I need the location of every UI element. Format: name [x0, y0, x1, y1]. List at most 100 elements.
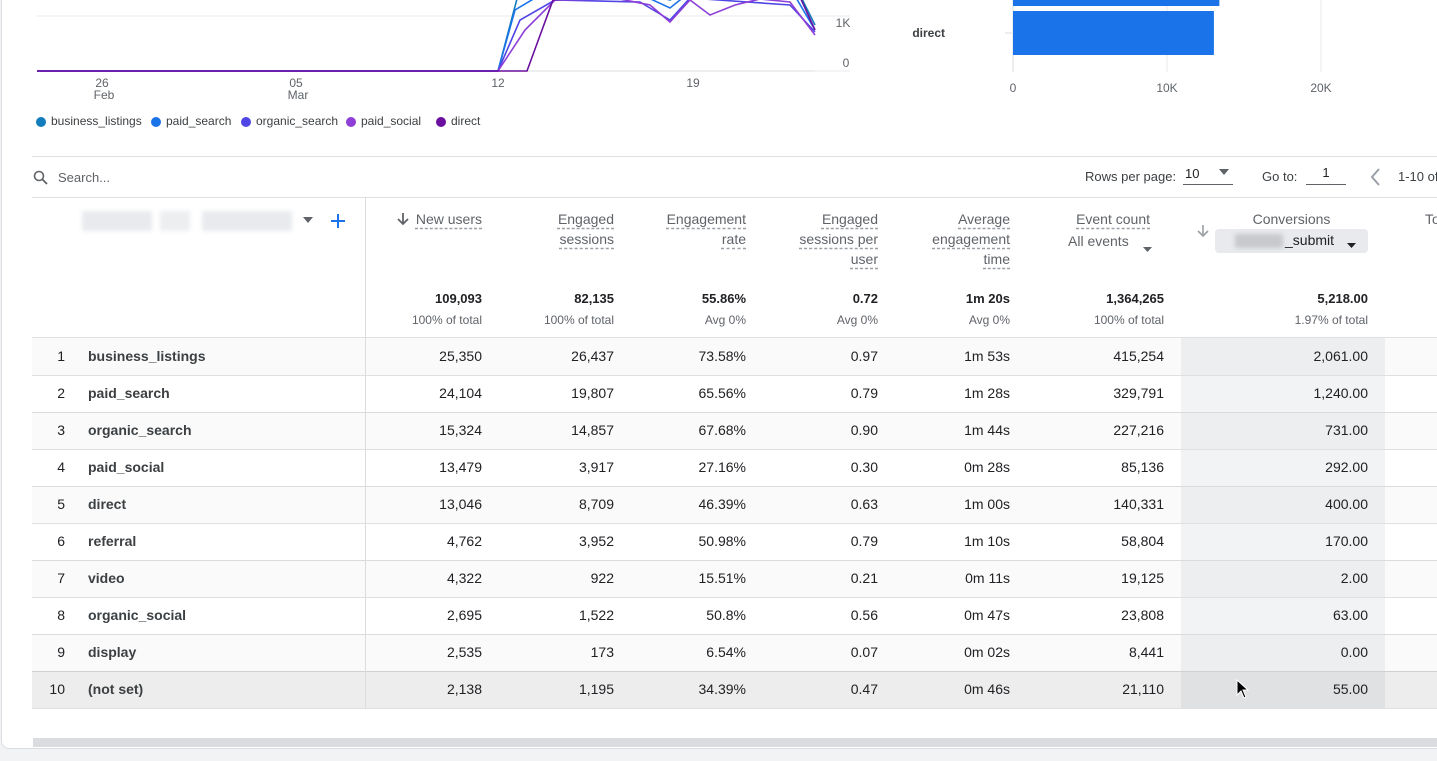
- legend-label: paid_social: [361, 114, 422, 128]
- metric-cell: 0.90: [850, 422, 878, 438]
- line: [37, 0, 816, 72]
- add-dimension[interactable]: [330, 213, 346, 229]
- column-header: Conversions: [1252, 211, 1331, 227]
- metric-cell: 8,441: [1128, 644, 1164, 660]
- metric-cell: 1,195: [578, 681, 614, 697]
- blurred-dimension: [82, 211, 152, 231]
- table-row[interactable]: [32, 338, 1437, 376]
- legend-label: business_listings: [51, 114, 142, 128]
- metric-cell: 4,762: [446, 533, 482, 549]
- metric-cell: 67.68%: [698, 422, 746, 438]
- rows-per-page-label: Rows per page:: [1085, 169, 1177, 184]
- go-to-input[interactable]: 1: [1306, 165, 1346, 185]
- metric-cell: 85,136: [1121, 459, 1164, 475]
- metric-cell: 0.97: [850, 348, 878, 364]
- metric-cell: 0.47: [850, 681, 878, 697]
- row-index: 1: [57, 348, 65, 364]
- table-row[interactable]: [32, 523, 1437, 561]
- go-to-label: Go to:: [1262, 169, 1298, 184]
- metric-cell: 0.56: [850, 607, 878, 623]
- table-row[interactable]: [32, 560, 1437, 598]
- metric-cell: 1m 00s: [964, 496, 1010, 512]
- table-row[interactable]: [32, 375, 1437, 413]
- dimension-dropdown[interactable]: [303, 217, 313, 223]
- metric-cell: 292.00: [1325, 459, 1368, 475]
- dropdown-icon: [1219, 169, 1229, 175]
- metric-cell: 4,322: [446, 570, 482, 586]
- metric-cell: 46.39%: [698, 496, 746, 512]
- total-value: 1,364,265: [1106, 291, 1164, 306]
- column-header[interactable]: Average engagement time: [920, 209, 1010, 269]
- column-header[interactable]: New users: [372, 209, 482, 229]
- x-tick-label: 26: [95, 76, 109, 90]
- line: [37, 0, 816, 72]
- total-note: Avg 0%: [704, 313, 746, 327]
- metric-cell: 415,254: [1113, 348, 1164, 364]
- line: [37, 0, 816, 72]
- row-dimension: organic_search: [88, 422, 192, 438]
- row-index: 10: [49, 681, 65, 697]
- row-index: 4: [57, 459, 65, 475]
- prev-page[interactable]: [1370, 168, 1382, 186]
- total-value: 1m 20s: [965, 291, 1010, 306]
- x-tick-label: 19: [686, 76, 700, 90]
- metric-cell: 2,138: [446, 681, 482, 697]
- metric-cell: 6.54%: [706, 644, 746, 660]
- row-index: 8: [57, 607, 65, 623]
- metric-cell: 1,522: [578, 607, 614, 623]
- blurred-dimension: [160, 211, 190, 231]
- column-header[interactable]: Engagement rate: [656, 209, 746, 249]
- row-dimension: business_listings: [88, 348, 206, 364]
- table-row[interactable]: [32, 597, 1437, 635]
- metric-cell: 58,804: [1121, 533, 1164, 549]
- y-tick-label: 0: [843, 56, 850, 70]
- bar-chart: 0 10K 20K direct: [912, 0, 1332, 95]
- toolbar: [32, 156, 1437, 198]
- metric-cell: 19,125: [1121, 570, 1164, 586]
- header-label: Event count: [1076, 211, 1150, 227]
- row-index: 7: [57, 570, 65, 586]
- column-header: To: [1425, 211, 1437, 227]
- header-label: Average engagement time: [932, 211, 1010, 267]
- total-value: 0.72: [852, 291, 878, 306]
- search-input[interactable]: Search...: [58, 170, 111, 185]
- table-row[interactable]: [32, 634, 1437, 672]
- legend-label: direct: [451, 114, 481, 128]
- x-tick-label: Feb: [94, 88, 115, 102]
- table-row[interactable]: [32, 671, 1437, 709]
- metric-cell: 1m 10s: [964, 533, 1010, 549]
- x-tick-label: 05: [289, 76, 303, 90]
- legend-swatch: [346, 117, 356, 127]
- metric-cell: 1,240.00: [1313, 385, 1369, 401]
- total-value: 55.86%: [701, 291, 746, 306]
- row-dimension: paid_social: [88, 459, 165, 475]
- x-tick-label: 10K: [1156, 81, 1177, 95]
- sort-icon: [397, 212, 409, 229]
- conversion-filter[interactable]: _submit: [1215, 229, 1368, 253]
- metric-cell: 2,695: [446, 607, 482, 623]
- metric-cell: 50.98%: [698, 533, 746, 549]
- table-row[interactable]: [32, 486, 1437, 524]
- table-row[interactable]: [32, 412, 1437, 450]
- metric-cell: 170.00: [1325, 533, 1368, 549]
- conversion-event: _submit: [1285, 232, 1335, 248]
- dropdown-icon: [1143, 239, 1152, 257]
- scrollbar[interactable]: [33, 738, 1437, 747]
- row-index: 9: [57, 644, 65, 660]
- column-header[interactable]: Engaged sessions per user: [788, 209, 878, 269]
- metric-cell: 0.21: [850, 570, 878, 586]
- dropdown-arrow: [1347, 243, 1356, 248]
- header-label: Engaged sessions per user: [799, 211, 878, 267]
- event-filter[interactable]: All events: [1068, 233, 1129, 249]
- metric-cell: 2,535: [446, 644, 482, 660]
- sort-icon: [1197, 224, 1209, 243]
- rows-per-page-select[interactable]: 10: [1183, 165, 1233, 185]
- total-note: Avg 0%: [836, 313, 878, 327]
- table-row[interactable]: [32, 449, 1437, 487]
- metric-cell: 731.00: [1325, 422, 1368, 438]
- metric-cell: 14,857: [571, 422, 614, 438]
- legend-swatch: [436, 117, 446, 127]
- x-tick-label: 0: [1010, 81, 1017, 95]
- metric-cell: 0m 47s: [964, 607, 1010, 623]
- column-header[interactable]: Engaged sessions: [524, 209, 614, 249]
